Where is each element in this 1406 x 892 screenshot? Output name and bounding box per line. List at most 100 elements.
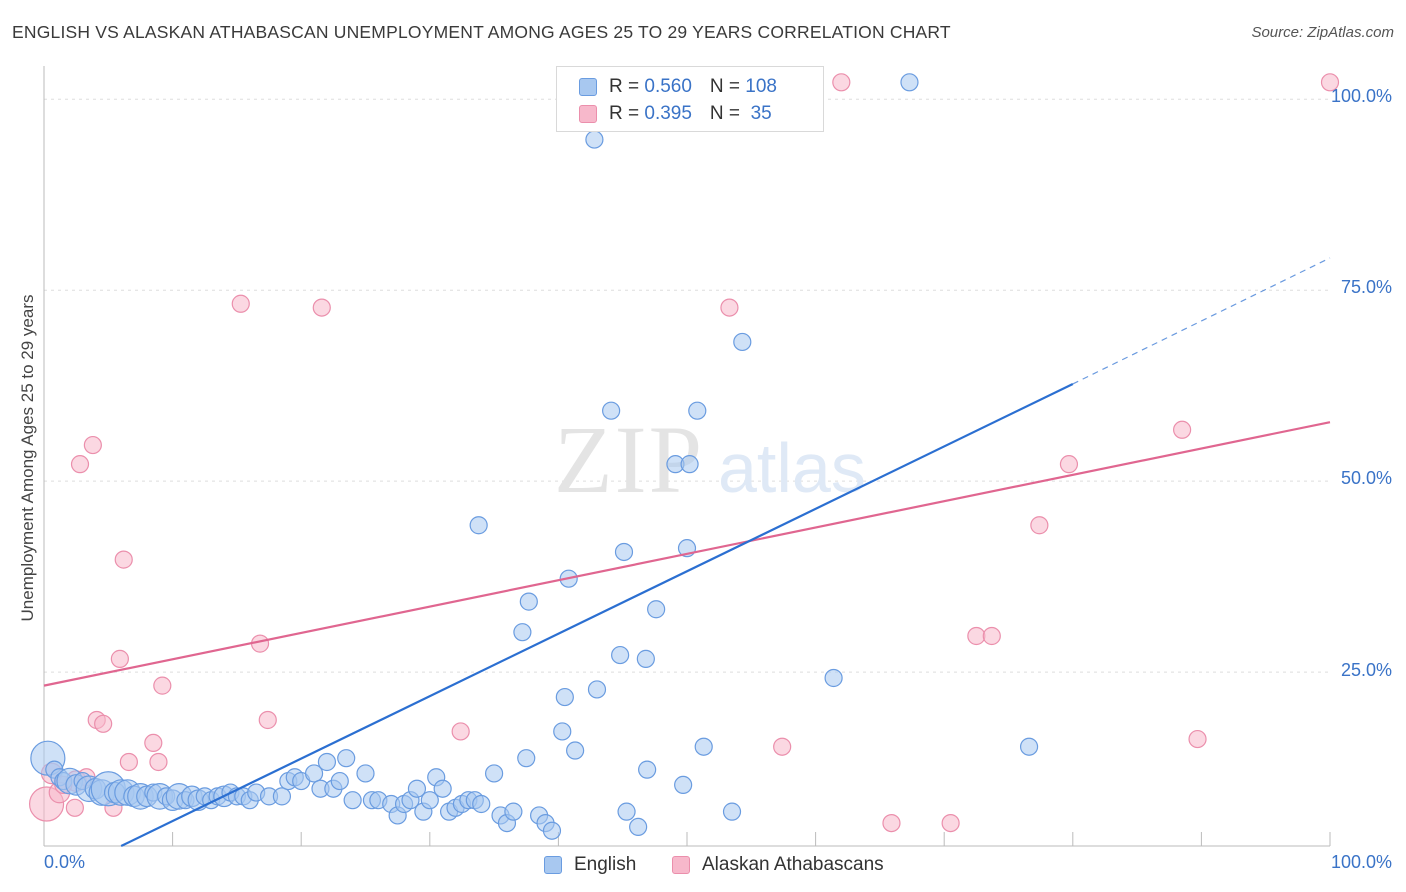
alaskan-point: [153, 676, 172, 695]
english-point: [407, 779, 427, 798]
alaskan-point: [1030, 516, 1049, 535]
alaskan-point: [110, 649, 129, 668]
alaskan-point: [832, 73, 851, 92]
english-point: [694, 737, 713, 756]
english-point: [433, 779, 452, 798]
english-point: [504, 802, 523, 821]
english-point: [680, 455, 699, 474]
english-point: [617, 802, 636, 821]
english-point: [587, 680, 607, 699]
r-value: 0.560: [644, 76, 692, 97]
english-point: [566, 741, 585, 760]
x-tick-label-max: 100.0%: [1330, 852, 1392, 872]
alaskan-point: [1188, 729, 1207, 749]
alaskan-point: [982, 626, 1001, 646]
source-label: Source: ZipAtlas.com: [1251, 24, 1394, 41]
english-point: [337, 749, 356, 768]
axes: [43, 66, 1331, 847]
alaskan-point: [1320, 73, 1340, 92]
english-point: [688, 401, 707, 420]
english-point: [485, 764, 504, 783]
alaskan-legend-label: Alaskan Athabascans: [702, 854, 884, 875]
english-point: [317, 752, 337, 772]
alaskan-point: [1059, 455, 1079, 474]
english-point: [722, 802, 742, 821]
alaskan-point: [312, 298, 331, 317]
watermark: ZIP atlas: [554, 406, 866, 513]
english-point: [602, 401, 621, 420]
alaskan-point: [882, 813, 901, 833]
english-point: [614, 542, 634, 562]
alaskan-point: [70, 455, 90, 474]
trend-lines: [43, 257, 1331, 847]
n-value: 35: [745, 103, 772, 124]
english-point: [555, 687, 574, 707]
english-swatch: [579, 78, 597, 96]
alaskan-point: [149, 752, 168, 772]
legend-item-alaskan: Alaskan Athabascans: [672, 852, 884, 878]
english-point: [469, 516, 488, 535]
english-legend-label: English: [574, 854, 637, 875]
stats-legend: R = 0.560 N = 108 R = 0.395 N = 35: [556, 66, 824, 132]
chart-title: ENGLISH VS ALASKAN ATHABASCAN UNEMPLOYME…: [12, 22, 951, 42]
english-point: [343, 791, 362, 810]
watermark-atlas: atlas: [718, 429, 866, 507]
legend-row-alaskan: R = 0.395 N = 35: [579, 102, 772, 126]
english-point: [517, 749, 536, 768]
y-axis-label: Unemployment Among Ages 25 to 29 years: [18, 294, 37, 622]
alaskan-point: [231, 294, 250, 313]
alaskan-point: [144, 733, 163, 753]
n-value: 108: [745, 76, 777, 97]
english-point: [420, 791, 439, 810]
alaskan-legend-swatch: [672, 856, 690, 874]
english-point: [542, 821, 562, 840]
english-point: [330, 771, 349, 791]
r-value: 0.395: [644, 103, 692, 124]
english-legend-swatch: [544, 856, 562, 874]
alaskan-point: [773, 737, 792, 756]
alaskan-trend-line: [43, 421, 1331, 687]
alaskan-point: [83, 435, 102, 455]
english-point: [519, 592, 538, 611]
alaskan-point: [451, 722, 470, 741]
english-point: [513, 623, 532, 642]
n-label: N =: [709, 76, 746, 97]
r-label: R =: [609, 103, 645, 124]
y-tick-label: 100.0%: [1330, 86, 1392, 106]
r-label: R =: [609, 76, 645, 97]
english-point: [733, 332, 752, 352]
english-point: [611, 645, 630, 665]
y-tick-label: 75.0%: [1340, 277, 1392, 297]
english-point: [638, 760, 657, 779]
english-point: [824, 668, 843, 688]
english-point: [472, 794, 491, 814]
english-trend-line: [120, 382, 1074, 847]
english-point: [585, 130, 604, 149]
n-label: N =: [709, 103, 746, 124]
english-trend-extension: [1072, 257, 1331, 385]
english-point: [636, 649, 655, 668]
alaskan-point: [258, 710, 277, 730]
alaskan-point: [119, 752, 138, 772]
english-point: [272, 787, 292, 806]
alaskan-point: [94, 714, 113, 733]
alaskan-point: [967, 626, 986, 646]
english-point: [674, 775, 693, 795]
legend-item-english: English: [544, 852, 636, 878]
y-tick-label: 25.0%: [1340, 660, 1392, 680]
x-tick-label-min: 0.0%: [44, 852, 86, 872]
alaskan-point: [941, 813, 960, 833]
gridlines: [44, 98, 1330, 673]
english-point: [304, 764, 324, 783]
english-points: [30, 73, 1039, 840]
alaskan-point: [720, 298, 739, 317]
legend-row-english: R = 0.560 N = 108: [579, 75, 777, 99]
alaskan-point: [114, 550, 133, 569]
english-point: [553, 722, 572, 741]
y-tick-label: 50.0%: [1340, 468, 1392, 488]
english-point: [356, 764, 375, 783]
english-point: [629, 817, 648, 837]
english-point: [647, 600, 666, 619]
alaskan-point: [65, 798, 84, 817]
